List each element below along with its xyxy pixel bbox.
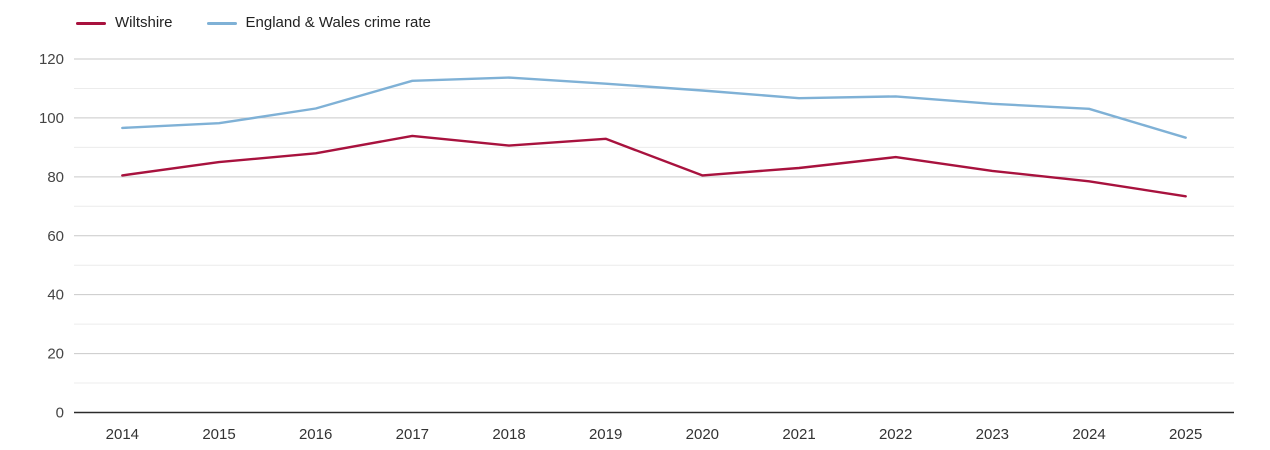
x-tick-label-2025: 2025 [1169,426,1202,443]
series-line-1 [121,76,1187,139]
y-tick-label-120: 120 [39,51,64,68]
y-tick-label-20: 20 [47,346,64,363]
x-tick-label-2024: 2024 [1072,426,1105,443]
x-tick-label-2019: 2019 [589,426,622,443]
y-tick-label-0: 0 [56,405,64,422]
x-tick-label-2015: 2015 [202,426,235,443]
x-tick-label-2016: 2016 [299,426,332,443]
x-tick-label-2021: 2021 [782,426,815,443]
x-tick-label-2017: 2017 [396,426,429,443]
wiltshire-line-swatch [76,21,106,25]
legend-item-england-wales: England & Wales crime rate [206,14,431,32]
wiltshire-legend-label: Wiltshire [115,14,173,31]
x-tick-label-2020: 2020 [686,426,719,443]
chart-legend: Wiltshire England & Wales crime rate [76,14,431,32]
x-tick-label-2018: 2018 [492,426,525,443]
england-wales-legend-label: England & Wales crime rate [245,14,431,31]
x-tick-label-2022: 2022 [879,426,912,443]
y-tick-label-80: 80 [47,169,64,186]
y-tick-label-60: 60 [47,228,64,245]
y-tick-label-100: 100 [39,110,64,127]
legend-item-wiltshire: Wiltshire [76,14,173,32]
y-tick-label-40: 40 [47,287,64,304]
england-wales-line-swatch [206,21,237,25]
x-tick-label-2014: 2014 [106,426,139,443]
series-line-0 [121,134,1187,198]
x-tick-label-2023: 2023 [976,426,1009,443]
